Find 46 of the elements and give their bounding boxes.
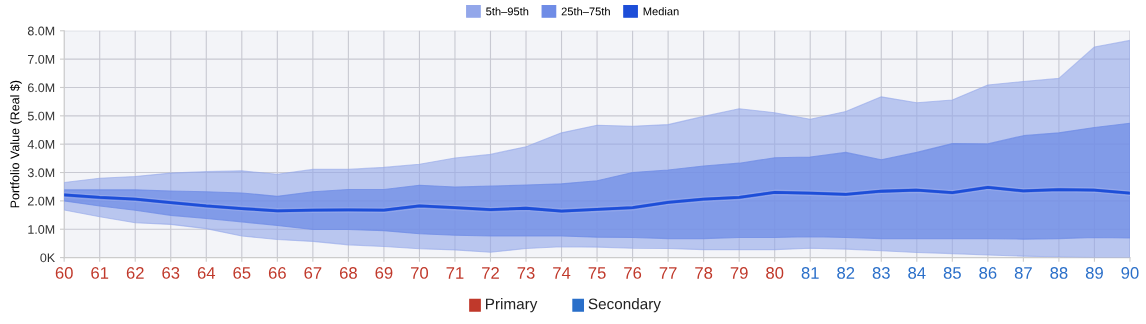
x-tick-label: 89: [1085, 267, 1103, 279]
x-tick-label: 62: [126, 267, 144, 279]
x-tick-label: 80: [766, 267, 784, 279]
x-tick-label: 66: [268, 267, 286, 279]
y-tick-label: 4.0M: [27, 139, 55, 149]
x-tick-label: 76: [624, 267, 642, 279]
x-tick-label: 64: [197, 267, 216, 279]
x-tick-label: 75: [588, 267, 606, 279]
x-tick-label: 70: [411, 267, 429, 279]
x-tick-label: 78: [695, 267, 713, 279]
y-axis-title: Portfolio Value (Real $): [9, 80, 22, 208]
y-tick-label: 1.0M: [28, 225, 55, 234]
x-tick-label: 83: [872, 267, 890, 279]
y-tick-label: 3.0M: [27, 168, 55, 178]
y-tick-label: 8.0M: [27, 26, 55, 36]
x-tick-label: 88: [1050, 267, 1068, 279]
y-tick-label: 2.0M: [27, 196, 55, 206]
text: Primary: [486, 298, 538, 313]
x-tick-label: 82: [837, 267, 855, 279]
x-tick-label: 84: [908, 267, 926, 279]
y-tick-label: 5.0M: [27, 111, 55, 121]
x-tick-label: 73: [517, 267, 535, 279]
x-tick-label: 65: [233, 267, 251, 279]
y-tick-label: 6.0M: [28, 83, 55, 93]
x-tick-label: 63: [162, 267, 180, 279]
text: Secondary: [588, 298, 661, 313]
x-tick-label: 67: [304, 267, 322, 279]
legend-label: 25th–75th: [561, 7, 610, 16]
x-tick-label: 77: [659, 267, 677, 279]
x-tick-label: 74: [553, 267, 571, 279]
x-tick-label: 60: [55, 267, 73, 279]
x-tick-label: 71: [446, 267, 464, 279]
x-tick-label: 87: [1014, 267, 1032, 279]
y-tick-label: 0K: [40, 253, 56, 263]
y-tick-label: 7.0M: [28, 54, 55, 64]
x-tick-label: 86: [979, 267, 997, 279]
x-tick-label: 85: [943, 267, 961, 279]
legend-label: 5th–95th: [486, 7, 529, 16]
x-tick-label: 72: [482, 267, 499, 279]
x-tick-label: 90: [1121, 267, 1139, 279]
legend-label: Median: [643, 7, 679, 16]
x-tick-label: 69: [375, 267, 393, 279]
x-tick-label: 81: [801, 267, 819, 279]
x-tick-label: 79: [730, 267, 748, 279]
x-tick-label: 61: [91, 267, 109, 279]
x-tick-label: 68: [339, 267, 357, 279]
